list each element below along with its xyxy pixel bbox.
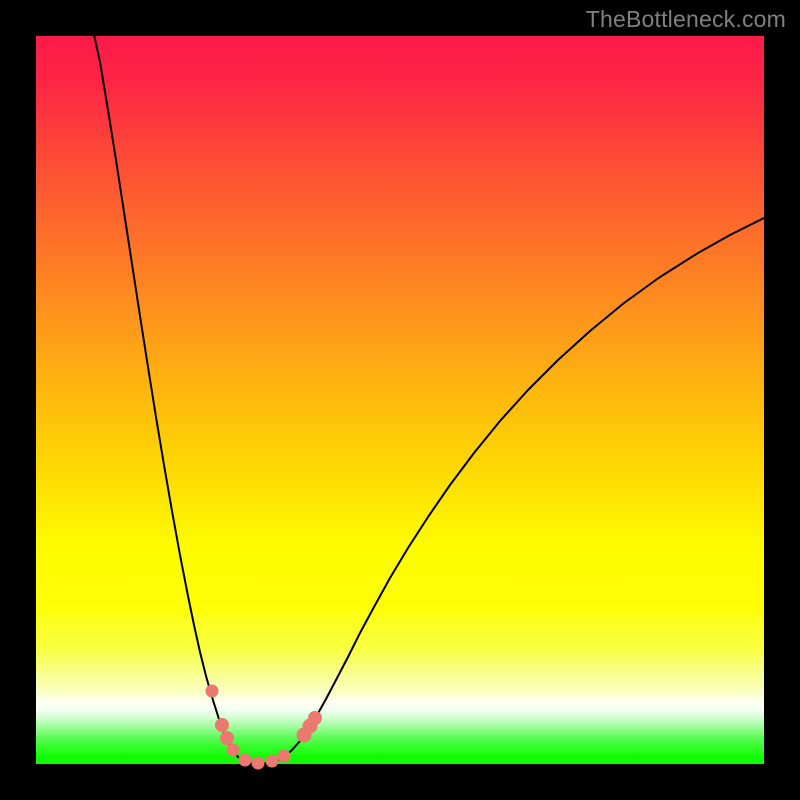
chart-gradient-background <box>36 36 764 764</box>
watermark-text: TheBottleneck.com <box>586 6 786 33</box>
